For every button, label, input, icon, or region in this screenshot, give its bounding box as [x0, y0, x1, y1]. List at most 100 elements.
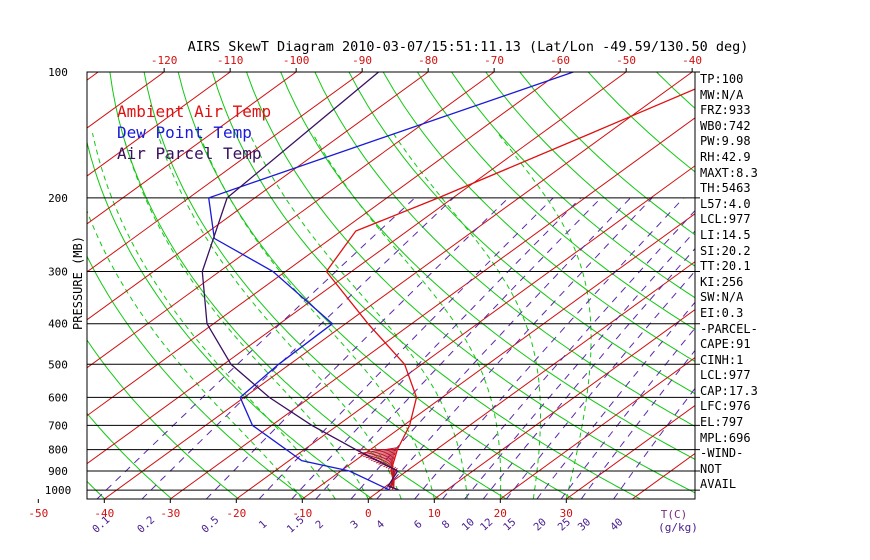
mixing-ratio-line	[464, 230, 695, 499]
isotherm-line	[87, 72, 429, 321]
legend: Ambient Air Temp Dew Point Temp Air Parc…	[117, 102, 271, 163]
dry-adiabat-line	[451, 72, 695, 299]
bottom-temp-label: -40	[94, 507, 114, 520]
mixing-ratio-label: 0.5	[199, 514, 221, 536]
stat-line: SW:N/A	[700, 290, 744, 305]
pressure-tick-label: 700	[48, 419, 68, 432]
mixing-ratio-lines	[96, 197, 695, 499]
cape-hatch-line	[357, 447, 398, 455]
stat-line: LCL:977	[700, 368, 751, 383]
pressure-tick-label: 600	[48, 391, 68, 404]
x-axis-title: T(C)	[661, 508, 688, 521]
dry-adiabat-line	[87, 339, 240, 499]
pressure-tick-label: 500	[48, 358, 68, 371]
mixing-ratio-line	[613, 387, 695, 499]
cape-hatch-line	[390, 466, 397, 474]
stat-line: SI:20.2	[700, 243, 751, 258]
stat-line: MW:N/A	[700, 87, 744, 102]
pressure-tick-label: 200	[48, 192, 68, 205]
mixing-ratio-line	[258, 197, 554, 499]
mixing-ratio-label: 2	[313, 518, 326, 531]
isobars	[87, 197, 695, 491]
stat-line: MPL:696	[700, 430, 751, 445]
stat-line: -WIND-	[700, 446, 744, 461]
mixing-ratio-line	[376, 197, 653, 499]
stat-line: LCL:977	[700, 212, 751, 227]
mixing-ratio-line	[442, 209, 695, 499]
isotherm-line	[434, 309, 695, 499]
dry-adiabat-line	[485, 72, 695, 267]
stat-line: PW:9.98	[700, 134, 751, 149]
pressure-tick-label: 100	[48, 66, 68, 79]
pressure-tick-label: 800	[48, 444, 68, 457]
top-temp-label: -60	[550, 54, 570, 67]
bottom-temp-label: 0	[365, 507, 372, 520]
pressure-tick-label: 900	[48, 465, 68, 478]
cape-hatch-line	[385, 461, 394, 469]
sounding-stats-panel: TP:100 MW:N/A FRZ:933 WB0:742 PW:9.98 RH:42.9…	[700, 72, 868, 493]
top-temp-label: -120	[151, 54, 178, 67]
mixing-ratio-line	[505, 270, 695, 499]
stat-line: LFC:976	[700, 399, 751, 414]
isotherms	[0, 72, 695, 499]
pressure-tick-labels: 100 200 300 400 500 600 700 800 900 1000	[45, 66, 72, 497]
mixing-ratio-label: 10	[460, 516, 477, 533]
top-temp-label: -100	[283, 54, 310, 67]
dry-adiabat-line	[87, 255, 306, 499]
top-temp-label: -50	[616, 54, 636, 67]
mixing-ratio-label: 30	[576, 516, 593, 533]
isotherm-line	[87, 72, 231, 177]
stat-line: MAXT:8.3	[700, 165, 758, 180]
stat-line: EI:0.3	[700, 305, 744, 320]
dry-adiabat-line	[314, 72, 695, 427]
isotherm-line	[87, 72, 363, 273]
dry-adiabat-line	[382, 72, 695, 363]
stat-line: WB0:742	[700, 118, 751, 133]
cape-hatch-line	[388, 481, 395, 489]
stat-line: FRZ:933	[700, 103, 751, 118]
mixing-ratio-label: 4	[374, 518, 387, 531]
stat-line: CINH:1	[700, 352, 744, 367]
stat-line: TP:100	[700, 72, 744, 86]
dry-adiabat-line	[143, 72, 507, 499]
dry-adiabat-line	[87, 140, 373, 499]
stat-line: L57:4.0	[700, 196, 751, 211]
pressure-tick-label: 1000	[45, 484, 72, 497]
tick-marks	[37, 68, 700, 503]
isotherm-line	[87, 72, 297, 225]
cape-hatch-line	[383, 460, 394, 468]
parcel-temp-line	[201, 72, 400, 491]
isotherm-line	[0, 72, 32, 499]
cape-hatch-line	[387, 463, 393, 470]
cape-hatch-line	[380, 459, 394, 466]
stat-line: LI:14.5	[700, 227, 751, 242]
ambient-temp-line	[325, 88, 695, 489]
stat-line: EL:797	[700, 415, 744, 430]
isotherm-line	[87, 72, 495, 369]
stat-line: -PARCEL-	[700, 321, 758, 336]
mixing-ratio-line	[536, 301, 695, 499]
isotherm-line	[104, 72, 693, 499]
legend-parcel: Air Parcel Temp	[117, 144, 262, 163]
stat-line: CAPE:91	[700, 337, 751, 352]
mixing-ratio-line	[560, 327, 695, 499]
mixing-ratio-label: 8	[440, 518, 453, 531]
stat-line: CAP:17.3	[700, 383, 758, 398]
mixing-ratio-line	[580, 349, 695, 499]
legend-ambient: Ambient Air Temp	[117, 102, 271, 121]
bottom-temp-label: 30	[560, 507, 573, 520]
stat-line: KI:256	[700, 274, 744, 289]
stat-line: TT:20.1	[700, 259, 751, 274]
isotherm-line	[87, 72, 627, 465]
chart-title: AIRS SkewT Diagram 2010-03-07/15:51:11.1…	[188, 39, 749, 55]
legend-dewpoint: Dew Point Temp	[117, 123, 252, 142]
mixing-ratio-line	[482, 247, 695, 499]
mixing-ratio-unit: (g/kg)	[658, 521, 698, 534]
mixing-ratio-label: 3	[348, 518, 361, 531]
top-temp-label: -40	[682, 54, 702, 67]
top-temp-tick-labels: -120 -110 -100 -90 -80 -70 -60 -50 -40	[151, 54, 702, 67]
isotherm-line	[500, 356, 695, 499]
top-temp-label: -70	[484, 54, 504, 67]
mixing-ratio-line	[350, 197, 631, 499]
